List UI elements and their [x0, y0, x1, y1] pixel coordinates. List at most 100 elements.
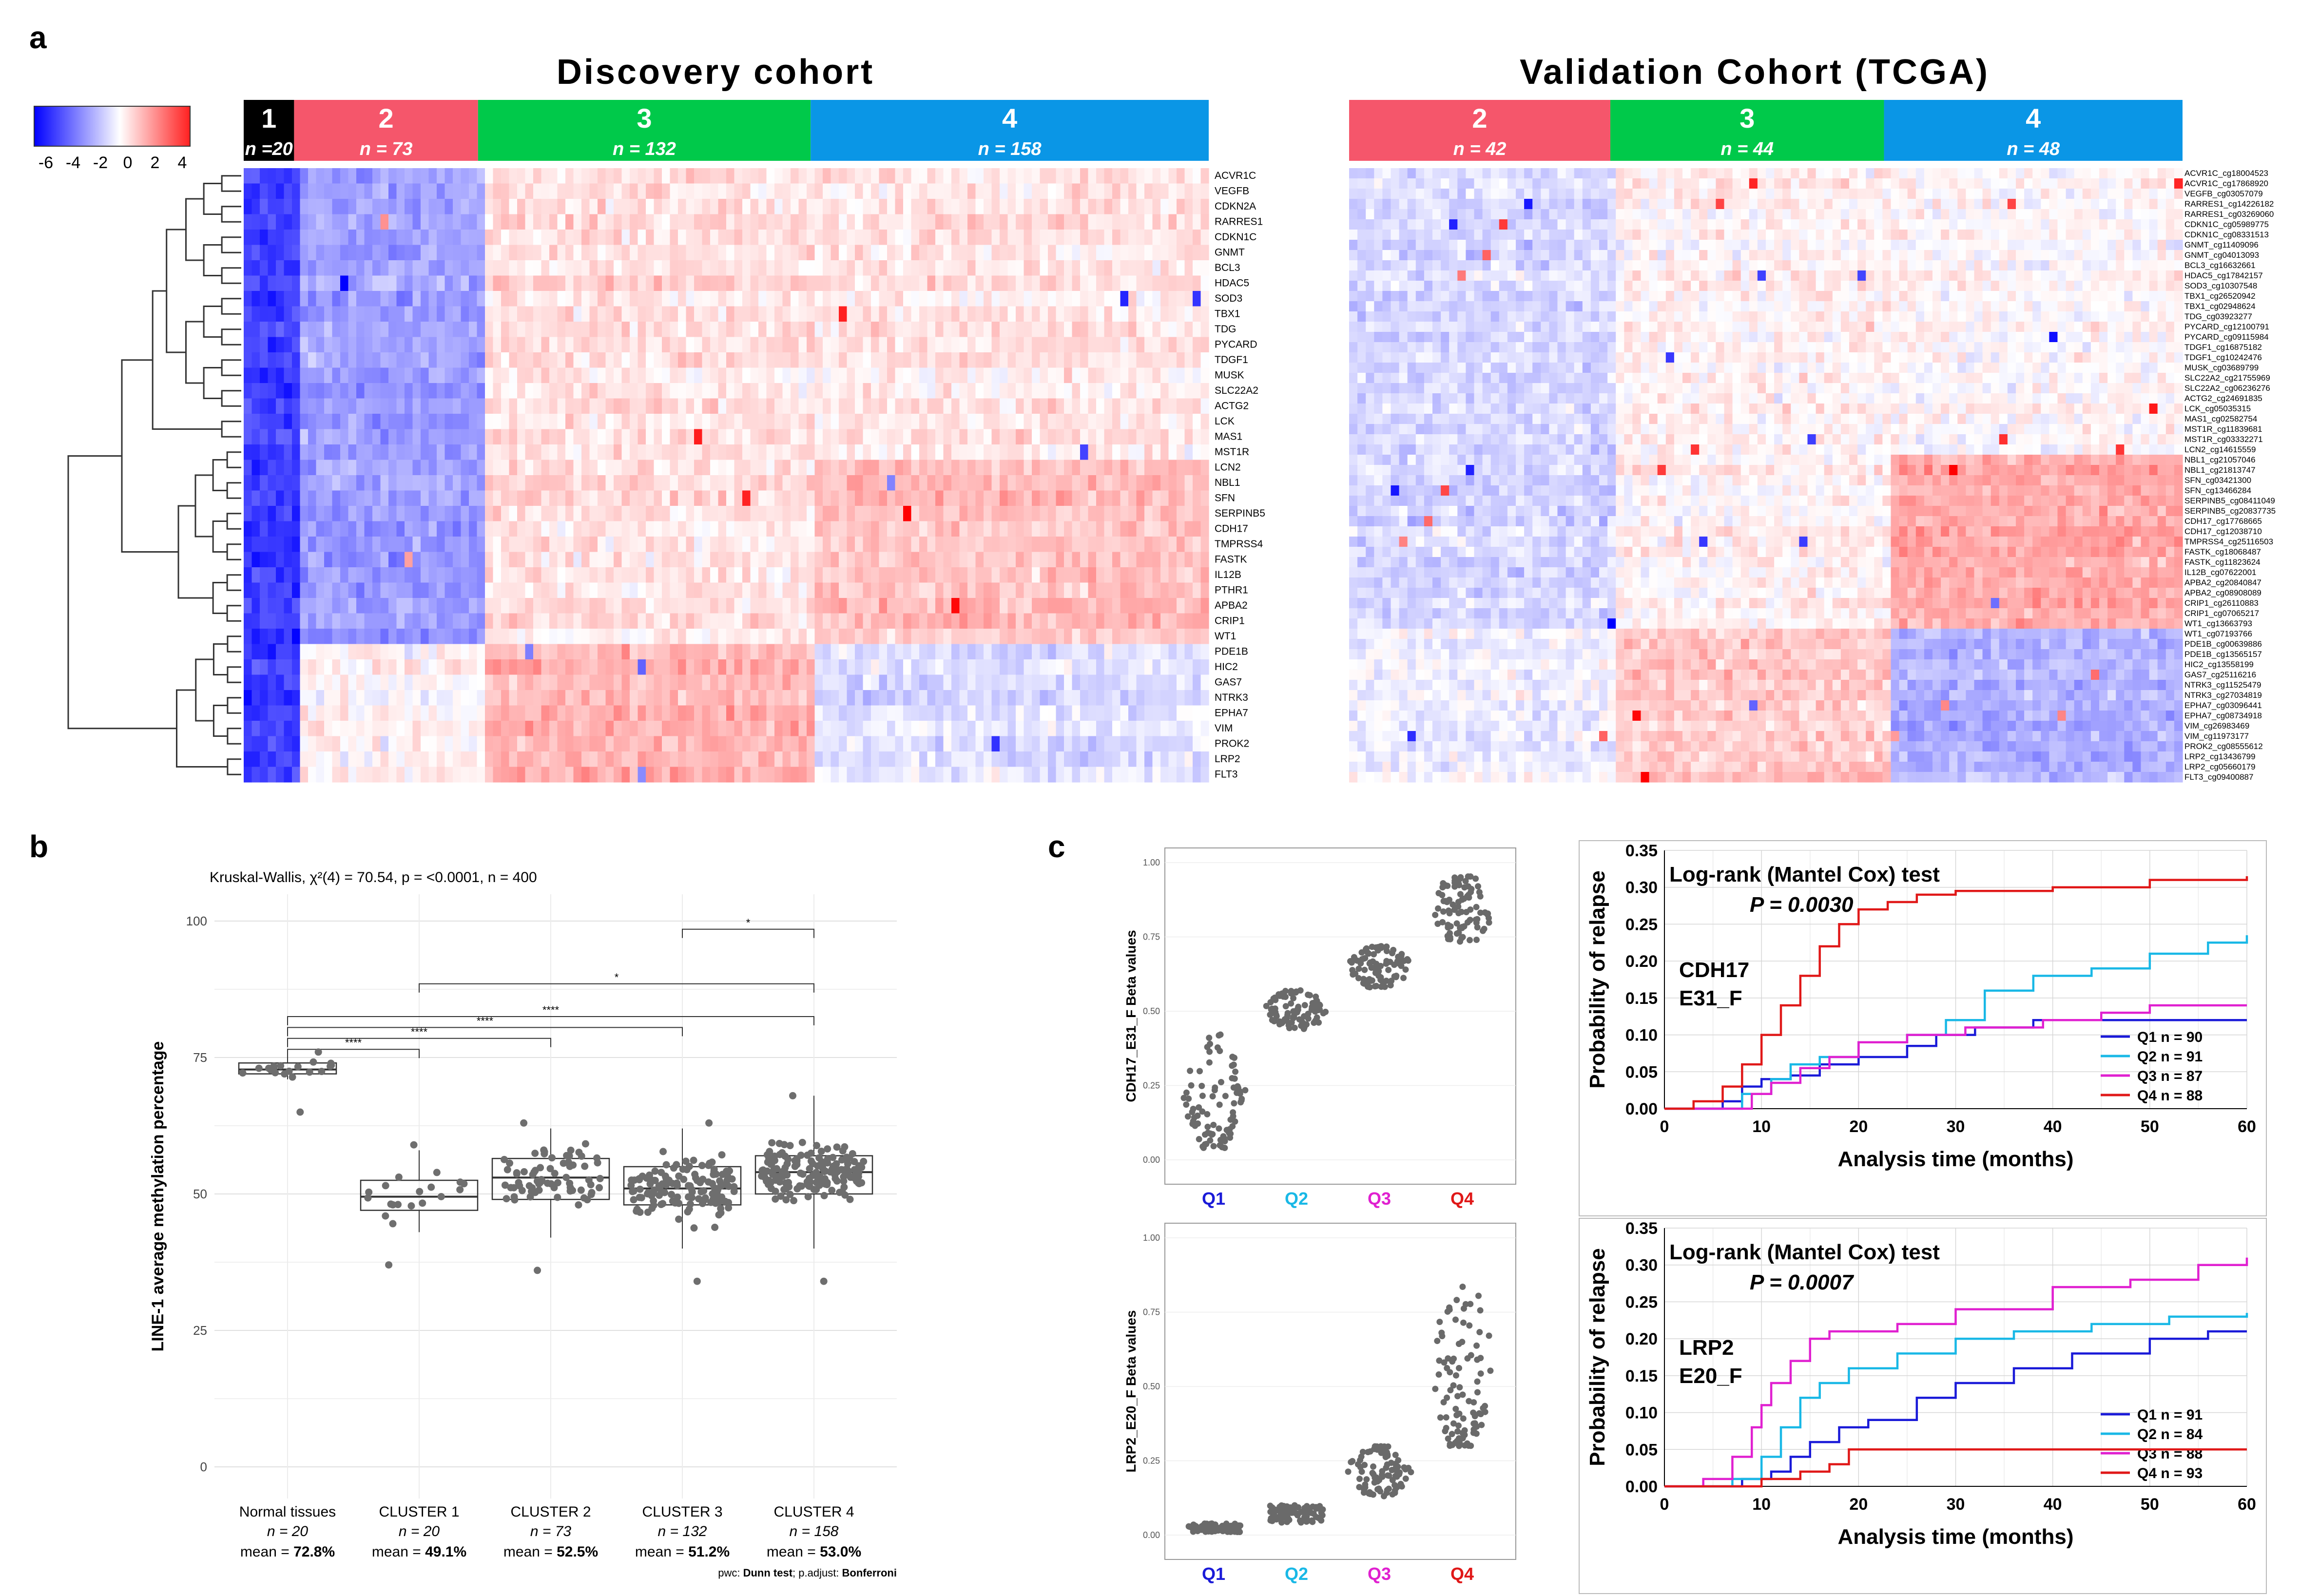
disc-cell: [1177, 674, 1185, 691]
disc-cell: [1193, 245, 1201, 261]
disc-cell: [662, 552, 671, 568]
disc-cell: [935, 659, 944, 675]
disc-cell: [710, 183, 719, 199]
disc-cell: [541, 767, 550, 783]
disc-cell: [509, 751, 518, 768]
disc-cell: [1016, 521, 1024, 537]
val-cell: [1699, 168, 1708, 179]
disc-cell: [372, 690, 381, 706]
disc-cell: [943, 260, 952, 276]
disc-cell: [1104, 214, 1113, 230]
disc-cell: [1096, 444, 1105, 461]
disc-cell: [887, 352, 896, 368]
disc-cell: [388, 245, 397, 261]
disc-cell: [734, 537, 743, 553]
disc-cell: [726, 521, 735, 537]
disc-cell: [260, 444, 269, 461]
disc-cell: [782, 230, 791, 246]
disc-cell: [678, 275, 687, 291]
disc-cell: [646, 429, 655, 445]
disc-cell: [871, 214, 880, 230]
disc-cell: [903, 429, 912, 445]
disc-cell: [292, 230, 301, 246]
disc-cell: [485, 383, 494, 399]
disc-cell: [412, 460, 421, 476]
disc-cell: [1088, 214, 1097, 230]
disc-cell: [444, 521, 453, 537]
disc-cell: [469, 291, 478, 307]
disc-cell: [991, 644, 1000, 660]
disc-cell: [879, 260, 888, 276]
disc-cell: [959, 168, 968, 184]
disc-cell: [654, 705, 662, 721]
disc-cell: [1200, 705, 1209, 721]
disc-cell: [565, 690, 574, 706]
disc-cell: [276, 352, 285, 368]
disc-cell: [581, 567, 590, 583]
disc-cell: [1064, 337, 1073, 353]
disc-cell: [614, 291, 622, 307]
disc-cell: [469, 490, 478, 506]
disc-cell: [911, 337, 920, 353]
disc-cell: [702, 306, 711, 322]
disc-cell: [662, 199, 671, 215]
disc-cell: [1120, 291, 1129, 307]
disc-cell: [581, 214, 590, 230]
disc-cell: [509, 552, 518, 568]
disc-cell: [244, 199, 252, 215]
disc-cell: [308, 736, 317, 752]
disc-cell: [533, 736, 542, 752]
disc-cell: [839, 506, 848, 522]
disc-cell: [598, 291, 606, 307]
disc-cell: [372, 767, 381, 783]
disc-cell: [541, 613, 550, 629]
disc-cell: [670, 383, 678, 399]
disc-cell: [646, 398, 655, 414]
disc-cell: [509, 245, 518, 261]
dendrogram-branch: [226, 574, 241, 591]
disc-cell: [686, 275, 695, 291]
disc-cell: [670, 199, 678, 215]
disc-cell: [477, 306, 485, 322]
disc-cell: [421, 367, 429, 384]
disc-cell: [967, 567, 976, 583]
disc-cell: [428, 168, 437, 184]
disc-cell: [300, 629, 309, 645]
disc-cell: [718, 460, 727, 476]
disc-cell: [774, 429, 783, 445]
disc-cell: [710, 598, 719, 614]
disc-cell: [951, 552, 960, 568]
disc-cell: [493, 659, 502, 675]
disc-cell: [1136, 490, 1145, 506]
disc-cell: [887, 444, 896, 461]
disc-cell: [268, 414, 276, 430]
disc-cell: [1177, 552, 1185, 568]
disc-cell: [268, 306, 276, 322]
disc-cell: [1088, 275, 1097, 291]
disc-cell: [1064, 398, 1073, 414]
disc-cell: [710, 383, 719, 399]
disc-cell: [879, 644, 888, 660]
disc-cell: [710, 521, 719, 537]
disc-cell: [742, 183, 751, 199]
disc-cell: [662, 414, 671, 430]
disc-cell: [276, 475, 285, 491]
disc-cell: [1000, 552, 1008, 568]
disc-cell: [831, 567, 839, 583]
disc-cell: [823, 767, 831, 783]
disc-cell: [935, 767, 944, 783]
disc-cell: [678, 490, 687, 506]
disc-cell: [903, 506, 912, 522]
disc-cell: [839, 429, 848, 445]
disc-cell: [734, 475, 743, 491]
disc-cell: [428, 230, 437, 246]
disc-cell: [1168, 398, 1177, 414]
disc-cell: [1136, 629, 1145, 645]
disc-cell: [565, 183, 574, 199]
disc-cell: [943, 444, 952, 461]
disc-cell: [364, 414, 373, 430]
disc-cell: [807, 613, 815, 629]
disc-cell: [911, 398, 920, 414]
disc-cell: [766, 230, 775, 246]
disc-cell: [461, 521, 469, 537]
